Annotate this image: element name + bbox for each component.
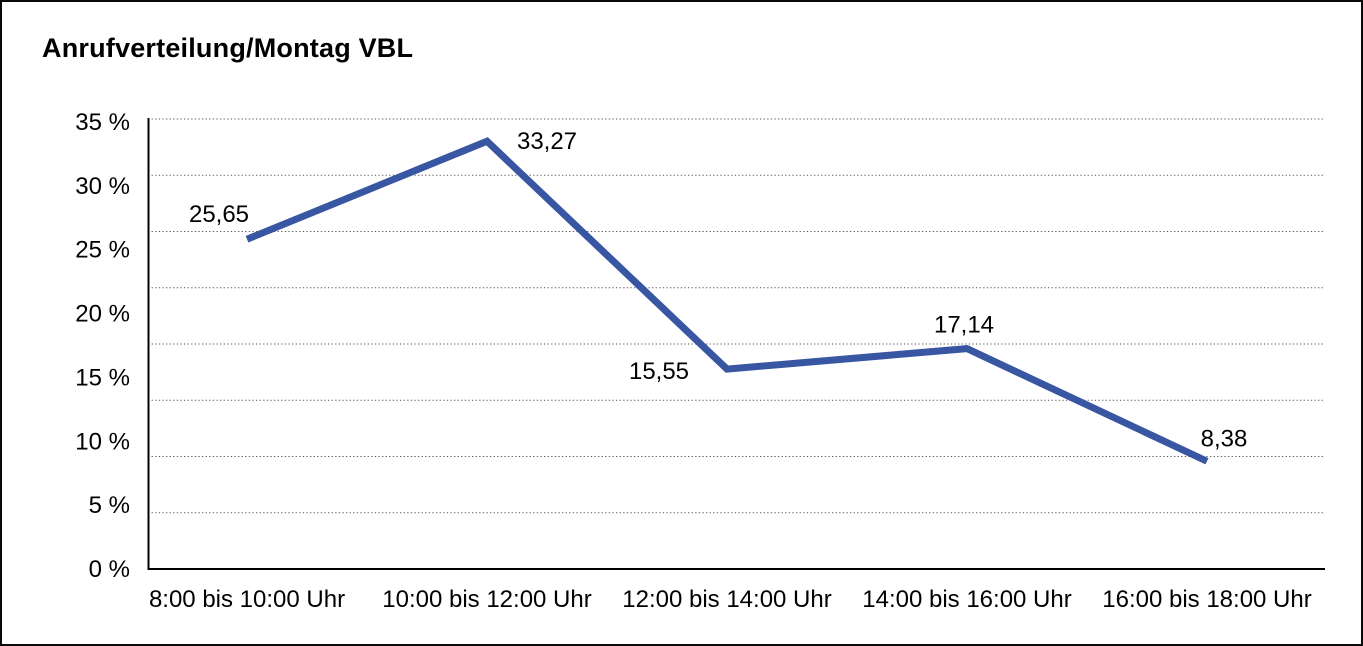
series-line (245, 137, 1209, 465)
y-tick-labels: 35 % 30 % 25 % 20 % 15 % 10 % 5 % 0 % (75, 109, 130, 583)
data-point-label: 8,38 (1201, 425, 1248, 452)
y-tick-label: 20 % (75, 301, 130, 328)
chart-title: Anrufverteilung/Montag VBL (42, 33, 414, 63)
x-tick-label: 14:00 bis 16:00 Uhr (862, 586, 1071, 613)
x-tick-label: 12:00 bis 14:00 Uhr (622, 586, 831, 613)
data-labels: 25,65 33,27 15,55 17,14 8,38 (189, 128, 1247, 452)
y-tick-label: 10 % (75, 428, 130, 455)
x-tick-labels: 8:00 bis 10:00 Uhr 10:00 bis 12:00 Uhr 12:… (149, 586, 1312, 613)
y-tick-label: 30 % (75, 173, 130, 200)
data-point-label: 17,14 (934, 312, 994, 339)
data-point-label: 33,27 (517, 128, 577, 155)
gridlines (148, 118, 1325, 514)
x-tick-label: 10:00 bis 12:00 Uhr (382, 586, 591, 613)
axes (147, 118, 1325, 570)
y-tick-label: 15 % (75, 364, 130, 391)
data-point-label: 25,65 (189, 201, 249, 228)
y-tick-label: 25 % (75, 237, 130, 264)
y-tick-label: 0 % (89, 556, 130, 583)
data-series (245, 137, 1209, 465)
x-tick-label: 8:00 bis 10:00 Uhr (149, 586, 345, 613)
y-tick-label: 5 % (89, 492, 130, 519)
x-tick-label: 16:00 bis 18:00 Uhr (1102, 586, 1311, 613)
data-point-label: 15,55 (629, 358, 689, 385)
y-tick-label: 35 % (75, 109, 130, 136)
